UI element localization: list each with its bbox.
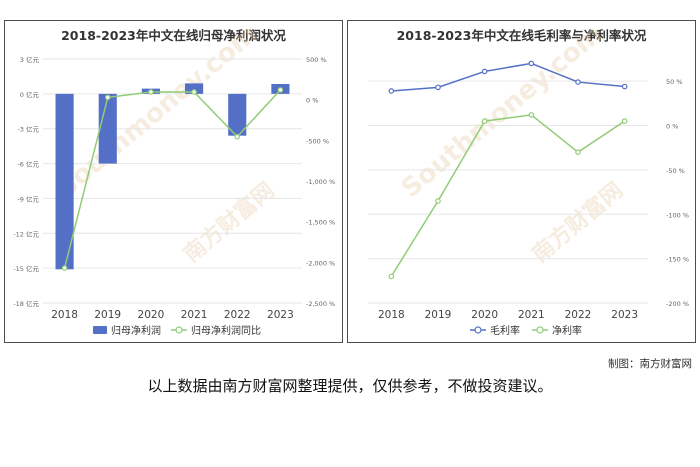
legend-label-bar: 归母净利润	[111, 324, 161, 337]
line-gross-margin	[391, 62, 625, 92]
x-tick-label: 2023	[267, 309, 294, 321]
point-yoy	[148, 89, 154, 95]
x-tick-label: 2018	[51, 309, 78, 321]
point-net-margin	[528, 112, 535, 118]
y-tick-label: -3 亿元	[17, 125, 39, 134]
line-yoy	[63, 89, 281, 269]
disclaimer-text: 以上数据由南方财富网整理提供，仅供参考，不做投资建议。	[147, 377, 553, 395]
x-tick-label: 2021	[518, 309, 545, 321]
point-net-margin	[388, 273, 395, 280]
legend-marker-net-margin	[536, 326, 544, 334]
x-tick-label: 2019	[94, 309, 121, 321]
point-gross-margin	[575, 79, 581, 85]
bar-net-profit	[228, 93, 247, 136]
x-tick-label: 2021	[181, 309, 208, 321]
point-net-margin	[575, 149, 581, 155]
x-tick-label: 2020	[471, 309, 498, 321]
line-net-margin	[390, 114, 626, 277]
y2-tick-label: -2,000 %	[306, 259, 335, 267]
y-tick-label: 0 %	[666, 123, 678, 131]
y-tick-label: -50 %	[666, 167, 685, 175]
x-tick-label: 2022	[565, 309, 592, 321]
y-tick-label: -100 %	[666, 211, 689, 219]
y2-tick-label: -500 %	[306, 137, 329, 145]
point-net-margin	[481, 118, 488, 124]
bar-net-profit	[98, 93, 117, 164]
point-yoy	[234, 133, 241, 140]
point-net-margin	[621, 118, 628, 124]
chart-credit: 制图：南方财富网	[608, 358, 692, 370]
watermark-brand-cn: 南方财富网	[179, 177, 280, 268]
point-yoy	[277, 87, 284, 93]
legend-label-gross-margin: 毛利率	[490, 324, 520, 337]
y-tick-label: -15 亿元	[13, 264, 39, 273]
y-tick-label: -200 %	[666, 300, 689, 308]
y-tick-label: -12 亿元	[13, 229, 39, 238]
x-tick-label: 2023	[611, 309, 638, 321]
bar-net-profit	[55, 93, 74, 270]
legend-marker-gross-margin	[474, 326, 482, 334]
y-tick-label: -9 亿元	[17, 194, 39, 203]
y-tick-label: 0 亿元	[20, 90, 40, 99]
x-tick-label: 2020	[138, 309, 165, 321]
y-tick-label: -150 %	[666, 256, 689, 264]
margin-chart-title: 2018-2023年中文在线毛利率与净利率状况	[396, 28, 647, 43]
point-gross-margin	[528, 60, 535, 67]
point-gross-margin	[388, 88, 395, 94]
y2-tick-label: -1,500 %	[306, 219, 335, 227]
y-tick-label: 50 %	[666, 78, 683, 86]
margin-chart-panel: 2018-2023年中文在线毛利率与净利率状况 Southmoney.com 南方…	[347, 20, 696, 343]
point-net-margin	[435, 198, 441, 204]
point-yoy	[191, 89, 197, 95]
y-tick-label: 3 亿元	[20, 55, 40, 64]
legend-marker-line	[175, 326, 183, 334]
bar-net-profit	[185, 83, 204, 94]
watermark-brand-en: Southmoney.com	[396, 21, 608, 204]
point-gross-margin	[435, 84, 441, 91]
y-tick-label: -18 亿元	[13, 299, 39, 308]
y2-tick-label: -2,500 %	[306, 300, 335, 308]
legend-label-line: 归母净利润同比	[191, 324, 261, 337]
y-tick-label: -6 亿元	[17, 160, 39, 169]
y2-tick-label: 500 %	[306, 56, 327, 64]
point-gross-margin	[621, 83, 628, 90]
y2-tick-label: 0 %	[306, 97, 318, 105]
point-gross-margin	[481, 68, 488, 75]
x-tick-label: 2019	[425, 309, 452, 321]
net-profit-chart-title: 2018-2023年中文在线归母净利润状况	[61, 28, 286, 43]
x-tick-label: 2018	[378, 309, 405, 321]
x-tick-label: 2022	[224, 309, 251, 321]
watermark-brand-cn: 南方财富网	[527, 177, 628, 268]
y2-tick-label: -1,000 %	[306, 178, 335, 186]
point-yoy	[61, 265, 68, 271]
net-profit-chart-panel: 2018-2023年中文在线归母净利润状况 Southmoney.com 南方财富…	[4, 20, 343, 343]
legend-label-net-margin: 净利率	[552, 324, 582, 337]
legend-swatch-bar	[93, 326, 107, 334]
point-yoy	[104, 94, 111, 101]
